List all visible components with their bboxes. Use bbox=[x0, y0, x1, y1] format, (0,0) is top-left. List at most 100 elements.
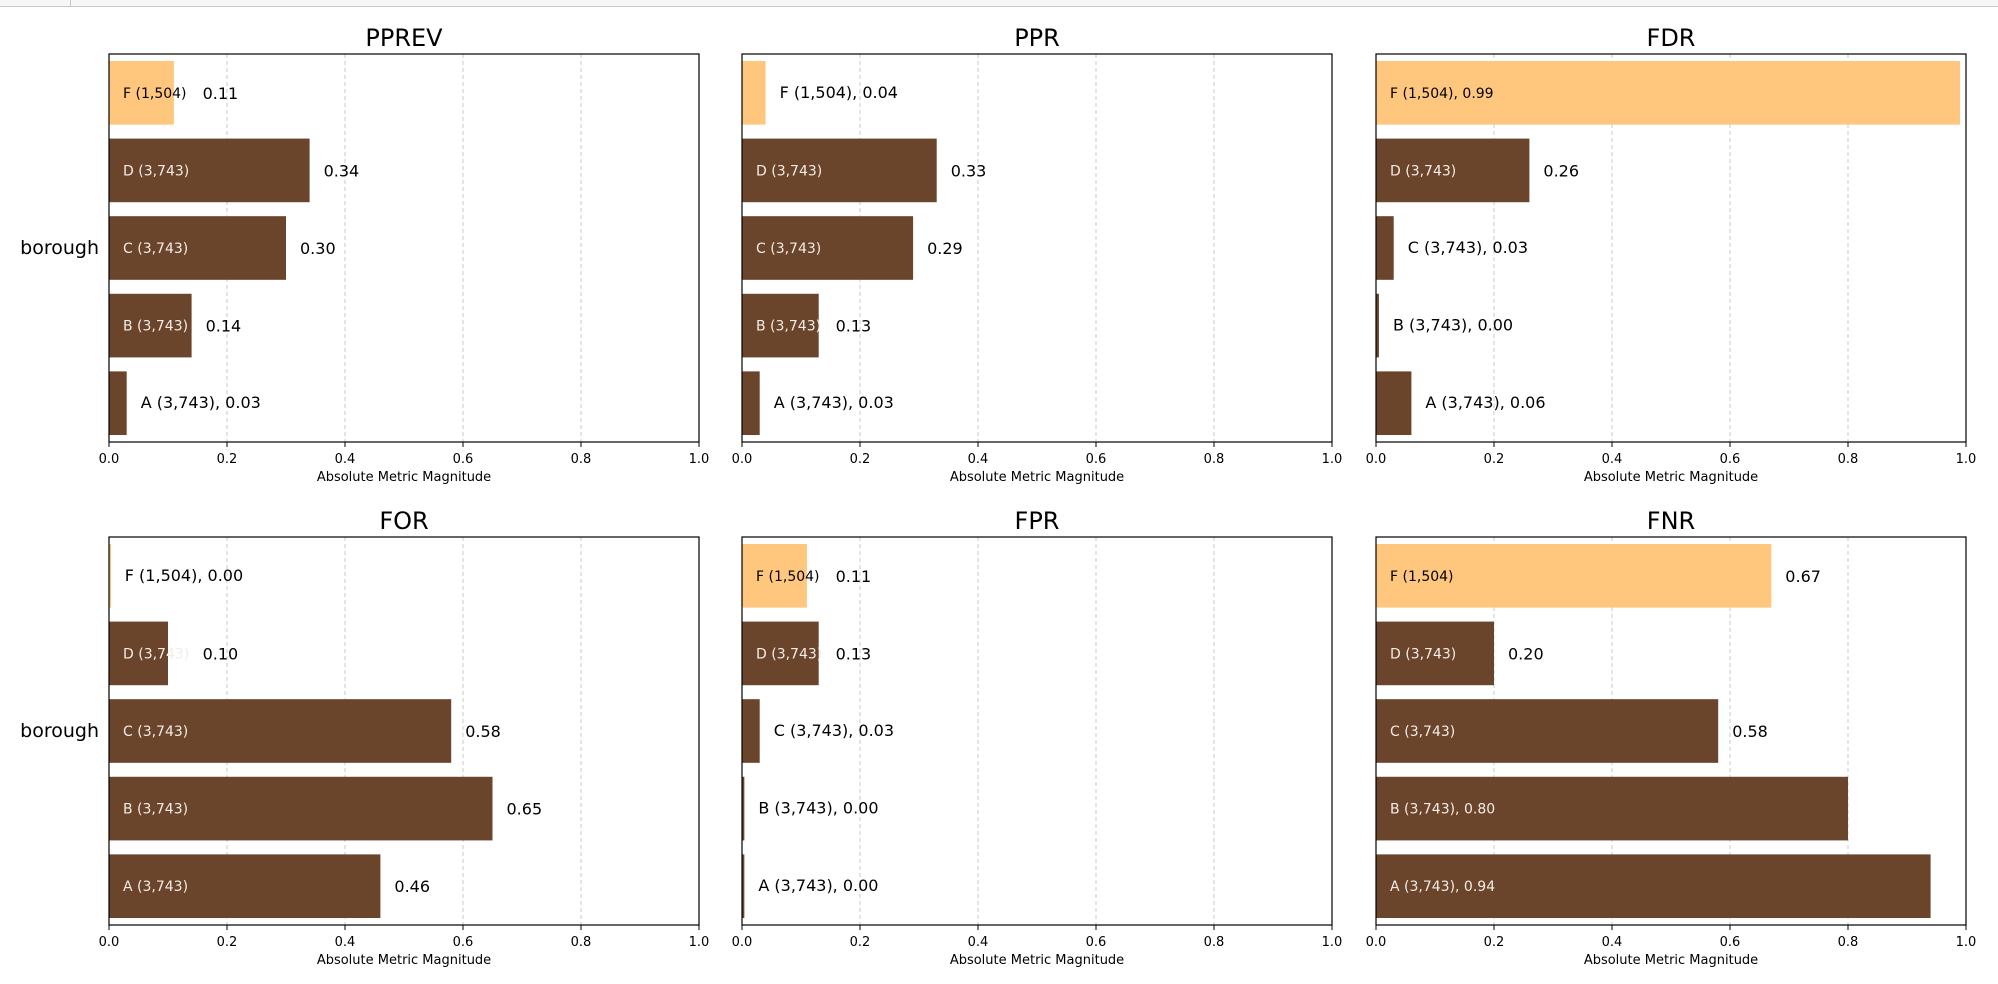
notebook-tab[interactable] bbox=[0, 0, 71, 6]
x-axis-label: Absolute Metric Magnitude bbox=[317, 953, 491, 968]
y-axis-label: borough bbox=[20, 237, 99, 259]
bar-label: F (1,504), 0.04 bbox=[780, 83, 898, 102]
bar-A bbox=[742, 371, 760, 436]
x-tick-label: 0.4 bbox=[1602, 452, 1623, 467]
x-axis-label: Absolute Metric Magnitude bbox=[950, 953, 1124, 968]
x-tick-label: 0.0 bbox=[1366, 452, 1387, 467]
x-tick-label: 0.2 bbox=[217, 452, 238, 467]
bar-label: D (3,743) bbox=[1390, 163, 1456, 179]
bar-B bbox=[109, 776, 493, 841]
bar-label: B (3,743) bbox=[123, 319, 188, 335]
x-tick-label: 0.0 bbox=[99, 452, 120, 467]
x-tick-label: 0.2 bbox=[1484, 935, 1505, 950]
bar-label: F (1,504) bbox=[1390, 569, 1454, 585]
plot-frame bbox=[741, 536, 1333, 926]
bar-F bbox=[1376, 60, 1961, 125]
chart-title: PPR bbox=[1014, 24, 1060, 52]
x-tick-label: 1.0 bbox=[689, 935, 710, 950]
bar-F bbox=[1376, 543, 1772, 608]
x-tick-label: 1.0 bbox=[1956, 935, 1977, 950]
bar-A bbox=[742, 854, 745, 919]
bar-B bbox=[1376, 776, 1848, 841]
bar-C bbox=[109, 699, 452, 763]
bar-label: D (3,743) bbox=[756, 163, 822, 179]
x-axis-label: Absolute Metric Magnitude bbox=[950, 470, 1124, 485]
bar-F bbox=[109, 543, 111, 608]
bar-C bbox=[1376, 699, 1719, 763]
x-tick-label: 0.2 bbox=[850, 935, 871, 950]
x-tick-label: 0.2 bbox=[217, 935, 238, 950]
bar-C bbox=[1376, 216, 1394, 280]
plot-frame bbox=[108, 536, 700, 926]
bar-label: C (3,743) bbox=[123, 241, 188, 257]
bar-label: A (3,743) bbox=[123, 879, 188, 895]
bar-F bbox=[742, 543, 807, 608]
chart-title: FDR bbox=[1647, 24, 1696, 52]
value-label: 0.11 bbox=[203, 84, 239, 103]
bar-D bbox=[109, 621, 168, 686]
x-tick-label: 1.0 bbox=[1322, 935, 1343, 950]
bar-F bbox=[109, 60, 174, 125]
value-label: 0.33 bbox=[951, 161, 987, 180]
plot-frame bbox=[108, 53, 700, 443]
bar-label: A (3,743), 0.00 bbox=[758, 876, 878, 895]
bar-label: C (3,743), 0.03 bbox=[774, 721, 894, 740]
value-label: 0.11 bbox=[836, 567, 872, 586]
bar-label: B (3,743), 0.00 bbox=[1393, 316, 1513, 335]
bar-B bbox=[742, 776, 745, 841]
bar-label: C (3,743) bbox=[123, 724, 188, 740]
x-tick-label: 0.6 bbox=[1086, 935, 1107, 950]
value-label: 0.34 bbox=[324, 161, 360, 180]
value-label: 0.10 bbox=[203, 644, 239, 663]
x-tick-label: 0.6 bbox=[453, 452, 474, 467]
value-label: 0.30 bbox=[300, 239, 336, 258]
plot-frame bbox=[741, 53, 1333, 443]
bar-label: A (3,743), 0.06 bbox=[1425, 393, 1545, 412]
x-tick-label: 0.4 bbox=[968, 935, 989, 950]
bar-label: A (3,743), 0.94 bbox=[1390, 879, 1495, 895]
bar-label: B (3,743) bbox=[123, 802, 188, 818]
bar-B bbox=[742, 293, 819, 358]
chart-title: PPREV bbox=[365, 24, 443, 52]
x-tick-label: 1.0 bbox=[689, 452, 710, 467]
x-tick-label: 0.6 bbox=[453, 935, 474, 950]
x-tick-label: 0.4 bbox=[335, 935, 356, 950]
x-tick-label: 0.8 bbox=[571, 935, 592, 950]
bar-label: D (3,743) bbox=[756, 646, 822, 662]
x-tick-label: 1.0 bbox=[1956, 452, 1977, 467]
x-tick-label: 0.0 bbox=[99, 935, 120, 950]
x-tick-label: 0.8 bbox=[1838, 935, 1859, 950]
bar-label: A (3,743), 0.03 bbox=[141, 393, 261, 412]
bar-label: F (1,504) bbox=[123, 86, 187, 102]
bar-label: C (3,743), 0.03 bbox=[1408, 238, 1528, 257]
value-label: 0.58 bbox=[465, 722, 501, 741]
bar-C bbox=[109, 216, 286, 280]
value-label: 0.13 bbox=[836, 317, 872, 336]
chart-title: FPR bbox=[1015, 507, 1060, 535]
bar-label: B (3,743), 0.80 bbox=[1390, 802, 1495, 818]
x-tick-label: 0.2 bbox=[850, 452, 871, 467]
bar-F bbox=[742, 60, 766, 125]
bar-label: F (1,504), 0.99 bbox=[1390, 86, 1494, 102]
bar-label: C (3,743) bbox=[756, 241, 821, 257]
x-tick-label: 0.6 bbox=[1720, 452, 1741, 467]
x-tick-label: 1.0 bbox=[1322, 452, 1343, 467]
bar-C bbox=[742, 699, 760, 763]
bar-A bbox=[109, 371, 127, 436]
x-tick-label: 0.8 bbox=[1838, 452, 1859, 467]
x-axis-label: Absolute Metric Magnitude bbox=[1584, 470, 1758, 485]
bar-D bbox=[1376, 621, 1494, 686]
bar-A bbox=[1376, 854, 1931, 919]
chart-title: FNR bbox=[1647, 507, 1695, 535]
x-tick-label: 0.6 bbox=[1086, 452, 1107, 467]
y-axis-label: borough bbox=[20, 720, 99, 742]
x-tick-label: 0.4 bbox=[1602, 935, 1623, 950]
value-label: 0.29 bbox=[927, 239, 963, 258]
x-tick-label: 0.8 bbox=[1204, 935, 1225, 950]
bar-B bbox=[109, 293, 192, 358]
plot-frame bbox=[1375, 53, 1967, 443]
value-label: 0.26 bbox=[1543, 161, 1579, 180]
notebook-toolbar-strip bbox=[0, 0, 1998, 7]
x-tick-label: 0.4 bbox=[335, 452, 356, 467]
